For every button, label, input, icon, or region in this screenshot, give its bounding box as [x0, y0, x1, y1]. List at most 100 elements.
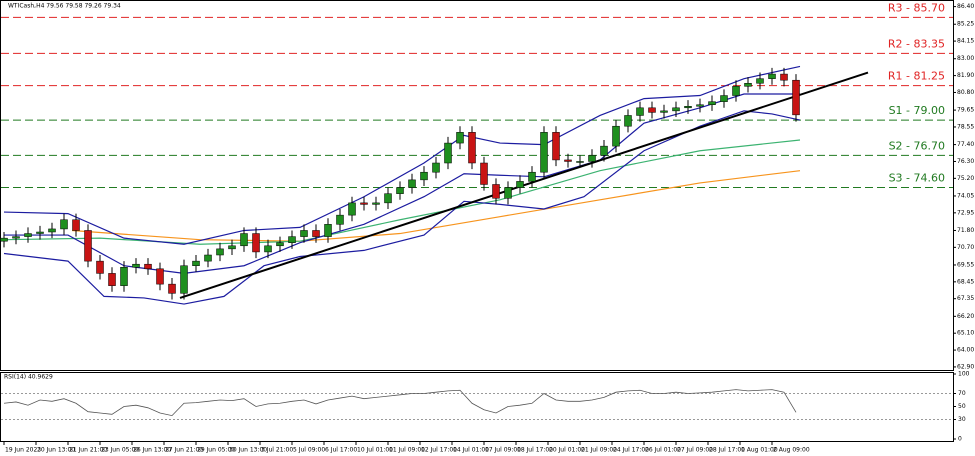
candle-body: [72, 219, 80, 231]
candle-body: [600, 145, 608, 156]
candle-body: [48, 228, 56, 233]
x-tick-label: 12 Jul 17:00: [421, 447, 457, 454]
y-tick-label: 67.35: [957, 295, 974, 302]
candle-body: [516, 181, 524, 188]
indicator-line: [3, 110, 801, 305]
level-label: R2 - 83.35: [888, 37, 945, 50]
candle-body: [468, 132, 476, 164]
indicator-line: [3, 65, 801, 245]
x-tick-label: 3 Jul 21:00: [261, 447, 293, 454]
y-tick-label: 69.55: [957, 261, 974, 268]
y-tick-label: 77.40: [957, 141, 974, 148]
candle-body: [312, 230, 320, 237]
candle-body: [648, 107, 656, 113]
candle-body: [372, 202, 380, 205]
candle-body: [444, 142, 452, 164]
y-tick-label: 78.55: [957, 123, 974, 130]
candle-body: [408, 179, 416, 188]
level-label: S1 - 79.00: [889, 104, 945, 117]
x-tick-label: 26 Jul 01:00: [645, 447, 681, 454]
candle-body: [96, 260, 104, 274]
candle-body: [24, 233, 32, 237]
candle-body: [552, 132, 560, 161]
y-tick-label: 64.00: [957, 347, 974, 354]
y-tick-label: 100: [958, 371, 970, 378]
candle-body: [204, 254, 212, 262]
candle-body: [168, 283, 176, 294]
candle-body: [348, 202, 356, 216]
x-tick-label: 27 Jul 09:00: [677, 447, 713, 454]
y-tick-label: 0: [958, 436, 962, 443]
trend-line: [179, 71, 869, 299]
candle-body: [276, 242, 284, 247]
candle-body: [240, 233, 248, 247]
x-tick-label: 23 Jun 05:00: [101, 447, 139, 454]
y-tick-label: 86.40: [957, 3, 974, 10]
x-tick-label: 5 Jul 09:00: [293, 447, 325, 454]
y-tick-label: 76.30: [957, 158, 974, 165]
candle-body: [180, 265, 188, 294]
y-tick-label: 80.80: [957, 89, 974, 96]
candle-body: [108, 273, 116, 286]
y-tick-label: 74.05: [957, 192, 974, 199]
candle-body: [420, 171, 428, 181]
candle-body: [228, 245, 236, 250]
x-tick-label: 1 Aug 01:00: [741, 447, 778, 454]
candle-body: [660, 110, 668, 113]
y-tick-label: 62.90: [957, 363, 974, 370]
candle-body: [480, 162, 488, 185]
y-tick-label: 30: [958, 416, 966, 423]
x-tick-label: 29 Jun 05:00: [197, 447, 235, 454]
x-tick-label: 21 Jul 09:00: [581, 447, 617, 454]
candle-body: [324, 224, 332, 237]
y-tick-label: 75.20: [957, 175, 974, 182]
candle-body: [336, 214, 344, 225]
candle-body: [120, 267, 128, 286]
x-tick-label: 26 Jun 13:00: [133, 447, 171, 454]
candle-body: [396, 187, 404, 194]
candle-body: [744, 83, 752, 87]
candle-body: [384, 193, 392, 204]
y-tick-label: 68.45: [957, 278, 974, 285]
x-tick-label: 28 Jul 17:00: [709, 447, 745, 454]
candle-body: [12, 236, 20, 239]
candle-body: [576, 161, 584, 163]
y-tick-label: 70: [958, 390, 966, 397]
y-tick-label: 85.25: [957, 21, 974, 28]
candle-body: [504, 187, 512, 199]
candle-body: [768, 73, 776, 79]
y-tick-label: 83.00: [957, 55, 974, 62]
candle-body: [132, 263, 140, 268]
candle-body: [720, 95, 728, 102]
candle-body: [0, 237, 8, 242]
candle-body: [612, 125, 620, 147]
main-panel: [0, 0, 954, 371]
level-label: R1 - 81.25: [888, 70, 945, 83]
candle-body: [252, 233, 260, 253]
x-tick-label: 19 Jun 2023: [5, 447, 41, 454]
candle-body: [588, 155, 596, 162]
x-tick-label: 11 Jul 09:00: [389, 447, 425, 454]
x-tick-label: 20 Jul 01:00: [549, 447, 585, 454]
rsi-panel: [0, 372, 954, 442]
x-tick-label: 18 Jul 17:00: [517, 447, 553, 454]
x-tick-label: 6 Jul 17:00: [325, 447, 357, 454]
candle-body: [264, 245, 272, 253]
candle-body: [636, 107, 644, 116]
candle-body: [696, 104, 704, 107]
x-tick-label: 21 Jun 21:00: [69, 447, 107, 454]
candle-body: [684, 106, 692, 109]
indicator-line: [4, 93, 800, 275]
candle-body: [60, 219, 68, 230]
y-tick-label: 81.90: [957, 72, 974, 79]
candle-body: [288, 236, 296, 243]
x-tick-label: 2 Aug 09:00: [773, 447, 810, 454]
x-tick-label: 17 Jul 09:00: [485, 447, 521, 454]
x-tick-label: 27 Jun 21:00: [165, 447, 203, 454]
candle-body: [144, 263, 152, 270]
x-tick-label: 30 Jun 13:00: [229, 447, 267, 454]
candle-body: [780, 73, 788, 81]
indicator-line: [71, 170, 801, 242]
x-tick-label: 14 Jul 01:00: [453, 447, 489, 454]
